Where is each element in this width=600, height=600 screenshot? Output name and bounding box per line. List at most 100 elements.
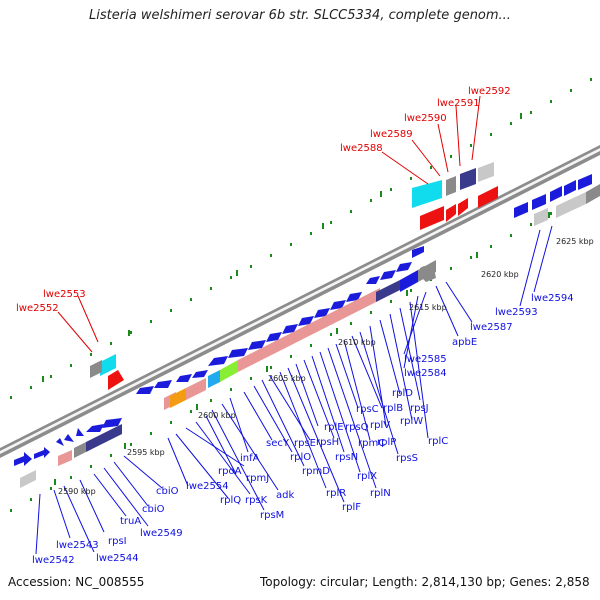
gene-block: [460, 168, 476, 190]
gene-arrow: [396, 262, 412, 272]
gene-label: rpsS: [396, 453, 418, 464]
blue-gene-labels: apbE lwe2587 lwe2594 lwe2593 lwe2585 lwe…: [32, 293, 574, 566]
gene-arrow: [564, 180, 576, 196]
gene-label: lwe2544: [96, 553, 139, 564]
gene-block: [58, 450, 72, 466]
reverse-strand-genes: [20, 184, 600, 488]
red-gene-labels: lwe2592 lwe2591 lwe2590 lwe2589 lwe2588 …: [16, 86, 511, 314]
gene-label: lwe2549: [140, 528, 183, 539]
gene-block: [208, 370, 220, 388]
kbp-label: 2610 kbp: [338, 338, 376, 347]
gene-block: [478, 162, 494, 182]
gene-arrow: [446, 204, 456, 222]
kbp-label: 2615 kbp: [409, 303, 447, 312]
genome-backbone: [0, 145, 600, 458]
inner-tick-track: [10, 190, 592, 512]
gene-label: rpsH: [316, 437, 339, 448]
gene-label: cbiO: [156, 486, 179, 497]
gene-label: truA: [120, 516, 141, 527]
gene-label: cbiO: [142, 504, 165, 515]
gene-label: rplF: [342, 502, 361, 513]
gene-label: infA: [240, 453, 260, 464]
gene-block: [220, 360, 238, 382]
gene-label: rpmD: [302, 466, 330, 477]
outer-tick-track: [10, 78, 592, 399]
gene-label: lwe2554: [186, 481, 229, 492]
gene-block: [74, 442, 86, 458]
gene-arrow: [14, 452, 32, 466]
gene-block: [418, 260, 436, 282]
kbp-label: 2595 kbp: [127, 448, 165, 457]
gene-label: rplQ: [220, 495, 241, 506]
gene-label: lwe2591: [437, 98, 480, 109]
gene-label: lwe2542: [32, 555, 75, 566]
gene-label: lwe2553: [43, 289, 86, 300]
gene-label: lwe2588: [340, 143, 383, 154]
kbp-label: 2600 kbp: [198, 411, 236, 420]
gene-label: lwe2543: [56, 540, 99, 551]
gene-block: [412, 180, 442, 208]
genome-stats-text: Topology: circular; Length: 2,814,130 bp…: [260, 575, 590, 589]
gene-arrow: [228, 348, 248, 358]
gene-label: rpsI: [108, 536, 127, 547]
gene-block: [186, 378, 206, 400]
gene-label: rpsK: [245, 495, 268, 506]
gene-arrow: [514, 202, 528, 218]
gene-arrow: [136, 386, 154, 394]
gene-label: lwe2593: [495, 307, 538, 318]
gene-label: rpsE: [294, 438, 316, 449]
gene-block: [108, 370, 124, 390]
gene-arrow: [34, 447, 50, 459]
gene-block: [534, 208, 548, 226]
accession-text: Accession: NC_008555: [8, 575, 145, 589]
kbp-label: 2625 kbp: [556, 237, 594, 246]
gene-arrow: [76, 428, 84, 436]
gene-label: lwe2587: [470, 322, 513, 333]
gene-label: lwe2594: [531, 293, 574, 304]
gene-label: adk: [276, 490, 294, 501]
gene-arrow: [208, 356, 228, 366]
gene-label: rpoA: [218, 466, 242, 477]
gene-arrow: [458, 198, 468, 216]
gene-arrow: [282, 324, 298, 334]
gene-block: [446, 176, 456, 196]
gene-arrow: [56, 438, 64, 446]
gene-label: rpsN: [335, 452, 358, 463]
gene-block: [556, 192, 586, 218]
gene-arrow: [550, 186, 562, 202]
kbp-label: 2620 kbp: [481, 270, 519, 279]
gene-label: rplB: [383, 403, 403, 414]
gene-arrow: [154, 380, 172, 388]
gene-arrow: [266, 332, 282, 342]
gene-arrow: [248, 340, 266, 350]
gene-arrow: [64, 434, 74, 442]
gene-arrow: [578, 174, 592, 190]
gene-label: apbE: [452, 337, 477, 348]
gene-label: lwe2552: [16, 303, 59, 314]
gene-label: lwe2584: [404, 368, 447, 379]
gene-label: lwe2590: [404, 113, 447, 124]
gene-label: lwe2592: [468, 86, 511, 97]
gene-label: secY: [266, 438, 290, 449]
gene-arrow: [176, 374, 192, 382]
gene-arrow: [86, 424, 104, 432]
gene-label: rplO: [290, 452, 311, 463]
gene-block: [586, 184, 600, 204]
gene-arrow: [366, 276, 380, 284]
gene-label: rpmJ: [246, 473, 269, 484]
gene-block: [376, 280, 400, 302]
gene-label: rplR: [326, 488, 346, 499]
kbp-labels: 2590 kbp 2595 kbp 2600 kbp 2605 kbp 2610…: [58, 237, 594, 496]
gene-label: rplW: [400, 416, 423, 427]
gene-block: [90, 360, 102, 378]
gene-label: rplX: [357, 471, 377, 482]
gene-label: lwe2585: [404, 354, 447, 365]
gene-label: rplD: [392, 388, 413, 399]
gene-label: rpmC: [358, 438, 385, 449]
kbp-label: 2605 kbp: [268, 374, 306, 383]
gene-label: rpsC: [356, 404, 379, 415]
gene-arrow: [380, 270, 396, 280]
gene-block: [170, 388, 186, 408]
gene-label: rplV: [370, 420, 390, 431]
